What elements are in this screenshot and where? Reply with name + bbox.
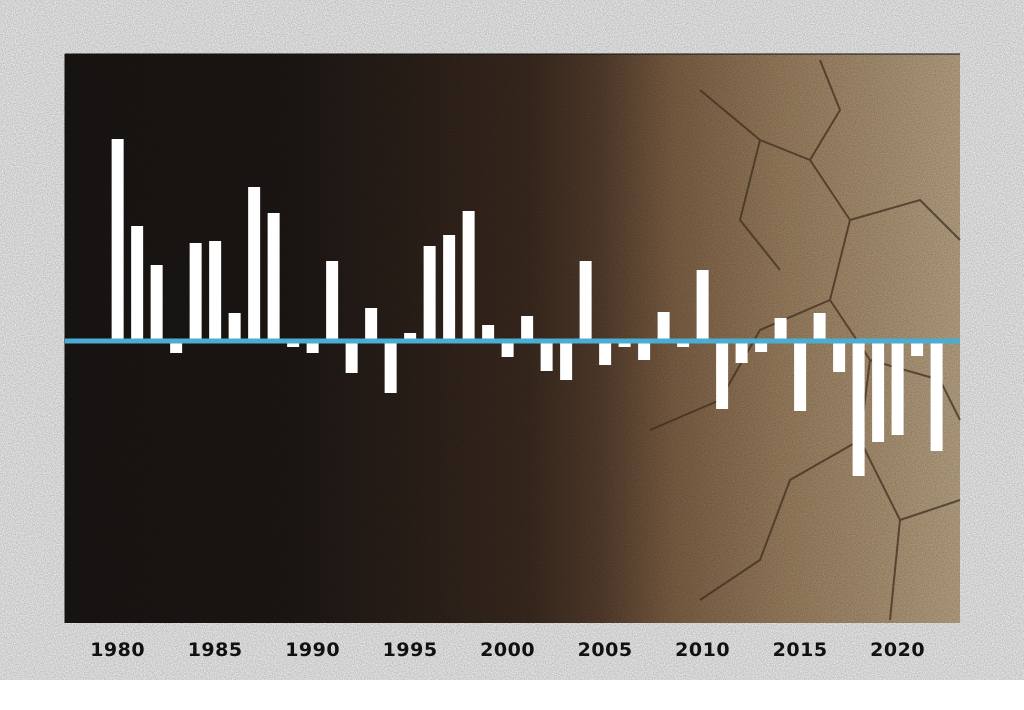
bar-2008	[657, 312, 670, 341]
x-axis-ticks: 1980 1985 1990 1995 2000 2005 2010 2015 2020	[90, 639, 925, 661]
bar-2019	[872, 341, 885, 442]
bar-2018	[852, 341, 865, 476]
bar-1996	[423, 246, 436, 341]
bar-1982	[150, 265, 163, 341]
bar-1991	[326, 261, 339, 341]
bar-2002	[540, 341, 553, 371]
bar-1997	[443, 235, 456, 341]
bar-2017	[833, 341, 846, 372]
bar-2003	[560, 341, 573, 380]
bar-2004	[579, 261, 592, 341]
bar-2010	[696, 270, 709, 341]
bar-1990	[306, 341, 319, 353]
bar-2012	[735, 341, 748, 363]
bar-2015	[794, 341, 807, 411]
bar-1987	[248, 187, 261, 341]
x-tick-label: 1990	[285, 639, 340, 661]
bar-2021	[911, 341, 924, 356]
bar-1999	[482, 325, 495, 341]
bar-1998	[462, 211, 475, 341]
bar-2006	[618, 341, 631, 347]
bar-2013	[755, 341, 768, 352]
x-tick-label: 1995	[383, 639, 438, 661]
x-tick-label: 1985	[188, 639, 243, 661]
bar-2007	[638, 341, 651, 360]
bar-1995	[404, 333, 417, 341]
x-tick-label: 1980	[90, 639, 145, 661]
bar-2022	[930, 341, 943, 451]
bar-1981	[131, 226, 144, 341]
bar-1992	[345, 341, 358, 373]
bar-2001	[521, 316, 534, 341]
bar-2011	[716, 341, 729, 409]
bar-1994	[384, 341, 397, 393]
x-tick-label: 2000	[480, 639, 535, 661]
bar-1988	[267, 213, 280, 341]
bar-1980	[111, 139, 124, 341]
bar-1986	[228, 313, 241, 341]
bars	[111, 139, 943, 476]
bar-1985	[209, 241, 222, 341]
x-tick-label: 2010	[675, 639, 730, 661]
x-tick-label: 2020	[870, 639, 925, 661]
bar-2014	[774, 318, 787, 341]
bar-1989	[287, 341, 300, 347]
bar-2005	[599, 341, 612, 365]
bar-1983	[170, 341, 183, 353]
bar-1984	[189, 243, 202, 341]
bar-2000	[501, 341, 514, 357]
bar-2009	[677, 341, 690, 347]
bar-2020	[891, 341, 904, 435]
bar-1993	[365, 308, 378, 341]
bar-2016	[813, 313, 826, 341]
x-tick-label: 2015	[773, 639, 828, 661]
x-tick-label: 2005	[578, 639, 633, 661]
